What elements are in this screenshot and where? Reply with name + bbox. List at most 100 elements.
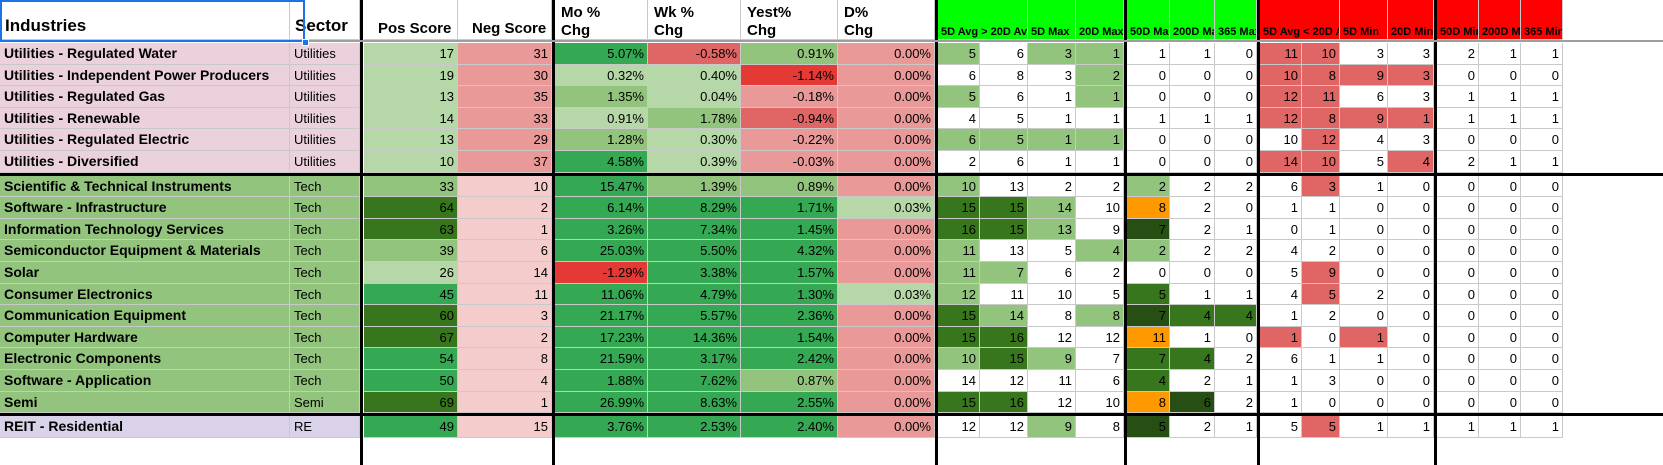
industry-name[interactable]: Semi xyxy=(0,391,290,414)
max-count-cell[interactable]: 12 xyxy=(1028,326,1076,349)
sector-name[interactable]: Utilities xyxy=(290,129,360,151)
max-count-cell[interactable]: 7 xyxy=(980,262,1028,284)
max-count-cell[interactable]: 2 xyxy=(1215,391,1257,414)
min-count-cell[interactable]: 0 xyxy=(1521,283,1563,306)
max-count-cell[interactable]: 10 xyxy=(938,175,980,198)
max-count-cell[interactable]: 12 xyxy=(980,416,1028,438)
sector-name[interactable]: Tech xyxy=(290,305,360,327)
mo-chg-cell[interactable]: 4.58% xyxy=(555,151,648,173)
min-count-cell[interactable]: 1 xyxy=(1479,416,1521,438)
max-count-cell[interactable]: 5 xyxy=(1076,283,1124,306)
min-count-cell[interactable]: 0 xyxy=(1479,218,1521,241)
max-count-cell[interactable]: 0 xyxy=(1170,86,1215,108)
min-count-cell[interactable]: 0 xyxy=(1388,326,1434,349)
max-count-cell[interactable]: 1 xyxy=(1028,151,1076,173)
max-count-cell[interactable]: 8 xyxy=(1076,416,1124,438)
min-count-cell[interactable]: 0 xyxy=(1388,175,1434,198)
min-count-cell[interactable]: 0 xyxy=(1521,175,1563,198)
d-chg-cell[interactable]: 0.00% xyxy=(838,305,935,327)
min-count-cell[interactable]: 1 xyxy=(1437,107,1479,130)
min-count-cell[interactable]: 0 xyxy=(1521,218,1563,241)
max-count-cell[interactable]: 2 xyxy=(1076,262,1124,284)
neg-score-cell[interactable]: 11 xyxy=(458,283,552,306)
header-wk-chg[interactable]: Wk % Chg xyxy=(648,0,741,40)
min-count-cell[interactable]: 0 xyxy=(1388,305,1434,327)
max-count-cell[interactable]: 2 xyxy=(1170,370,1215,392)
max-count-cell[interactable]: 0 xyxy=(1215,129,1257,151)
d-chg-cell[interactable]: 0.00% xyxy=(838,370,935,392)
yest-chg-cell[interactable]: -1.14% xyxy=(741,64,838,87)
max-count-cell[interactable]: 0 xyxy=(1215,86,1257,108)
yest-chg-cell[interactable]: -0.94% xyxy=(741,107,838,130)
d-chg-cell[interactable]: 0.00% xyxy=(838,326,935,349)
min-count-cell[interactable]: 2 xyxy=(1437,43,1479,65)
min-count-cell[interactable]: 3 xyxy=(1388,64,1434,87)
industry-name[interactable]: Utilities - Regulated Electric xyxy=(0,129,290,151)
pos-score-cell[interactable]: 14 xyxy=(364,107,458,130)
yest-chg-cell[interactable]: 1.71% xyxy=(741,197,838,219)
max-count-cell[interactable]: 1 xyxy=(1076,86,1124,108)
min-count-cell[interactable]: 4 xyxy=(1340,129,1388,151)
max-count-cell[interactable]: 2 xyxy=(1076,64,1124,87)
min-count-cell[interactable]: 0 xyxy=(1521,326,1563,349)
max-count-cell[interactable]: 9 xyxy=(1028,348,1076,370)
mo-chg-cell[interactable]: 3.76% xyxy=(555,416,648,438)
max-count-cell[interactable]: 6 xyxy=(1076,370,1124,392)
pos-score-cell[interactable]: 49 xyxy=(364,416,458,438)
header-365-max[interactable]: 365 Max xyxy=(1215,0,1257,40)
min-count-cell[interactable]: 1 xyxy=(1521,43,1563,65)
industry-name[interactable]: Computer Hardware xyxy=(0,326,290,349)
yest-chg-cell[interactable]: 2.36% xyxy=(741,305,838,327)
min-count-cell[interactable]: 5 xyxy=(1260,416,1302,438)
yest-chg-cell[interactable]: -0.22% xyxy=(741,129,838,151)
d-chg-cell[interactable]: 0.03% xyxy=(838,283,935,306)
header-industries[interactable]: Industries xyxy=(0,0,290,40)
max-count-cell[interactable]: 12 xyxy=(938,283,980,306)
min-count-cell[interactable]: 3 xyxy=(1388,129,1434,151)
wk-chg-cell[interactable]: 2.53% xyxy=(648,416,741,438)
neg-score-cell[interactable]: 2 xyxy=(458,197,552,219)
max-count-cell[interactable]: 13 xyxy=(980,240,1028,262)
max-count-cell[interactable]: 1 xyxy=(1170,43,1215,65)
max-count-cell[interactable]: 1 xyxy=(1170,326,1215,349)
max-count-cell[interactable]: 8 xyxy=(1076,305,1124,327)
min-count-cell[interactable]: 9 xyxy=(1340,107,1388,130)
max-count-cell[interactable]: 0 xyxy=(1170,64,1215,87)
max-count-cell[interactable]: 4 xyxy=(1170,348,1215,370)
min-count-cell[interactable]: 0 xyxy=(1340,370,1388,392)
header-365-min[interactable]: 365 Min xyxy=(1521,0,1563,40)
neg-score-cell[interactable]: 15 xyxy=(458,416,552,438)
yest-chg-cell[interactable]: 1.57% xyxy=(741,262,838,284)
mo-chg-cell[interactable]: 11.06% xyxy=(555,283,648,306)
yest-chg-cell[interactable]: 2.55% xyxy=(741,391,838,414)
sector-name[interactable]: Tech xyxy=(290,175,360,198)
min-count-cell[interactable]: 0 xyxy=(1388,262,1434,284)
d-chg-cell[interactable]: 0.00% xyxy=(838,240,935,262)
max-count-cell[interactable]: 0 xyxy=(1215,326,1257,349)
max-count-cell[interactable]: 15 xyxy=(938,391,980,414)
header-mo-chg[interactable]: Mo % Chg xyxy=(555,0,648,40)
sector-name[interactable]: Tech xyxy=(290,326,360,349)
header-50d-min[interactable]: 50D Min xyxy=(1437,0,1479,40)
max-count-cell[interactable]: 8 xyxy=(980,64,1028,87)
max-count-cell[interactable]: 16 xyxy=(938,218,980,241)
mo-chg-cell[interactable]: 0.91% xyxy=(555,107,648,130)
max-count-cell[interactable]: 15 xyxy=(938,305,980,327)
pos-score-cell[interactable]: 13 xyxy=(364,86,458,108)
wk-chg-cell[interactable]: 7.34% xyxy=(648,218,741,241)
d-chg-cell[interactable]: 0.00% xyxy=(838,262,935,284)
min-count-cell[interactable]: 1 xyxy=(1260,370,1302,392)
min-count-cell[interactable]: 10 xyxy=(1260,64,1302,87)
mo-chg-cell[interactable]: 26.99% xyxy=(555,391,648,414)
max-count-cell[interactable]: 5 xyxy=(980,107,1028,130)
min-count-cell[interactable]: 0 xyxy=(1437,197,1479,219)
wk-chg-cell[interactable]: 3.17% xyxy=(648,348,741,370)
min-count-cell[interactable]: 1 xyxy=(1479,107,1521,130)
wk-chg-cell[interactable]: 5.57% xyxy=(648,305,741,327)
min-count-cell[interactable]: 9 xyxy=(1302,262,1340,284)
max-count-cell[interactable]: 2 xyxy=(1028,175,1076,198)
sector-name[interactable]: Utilities xyxy=(290,107,360,130)
min-count-cell[interactable]: 6 xyxy=(1340,86,1388,108)
min-count-cell[interactable]: 0 xyxy=(1437,64,1479,87)
header-pos-score[interactable]: Pos Score xyxy=(364,0,458,40)
